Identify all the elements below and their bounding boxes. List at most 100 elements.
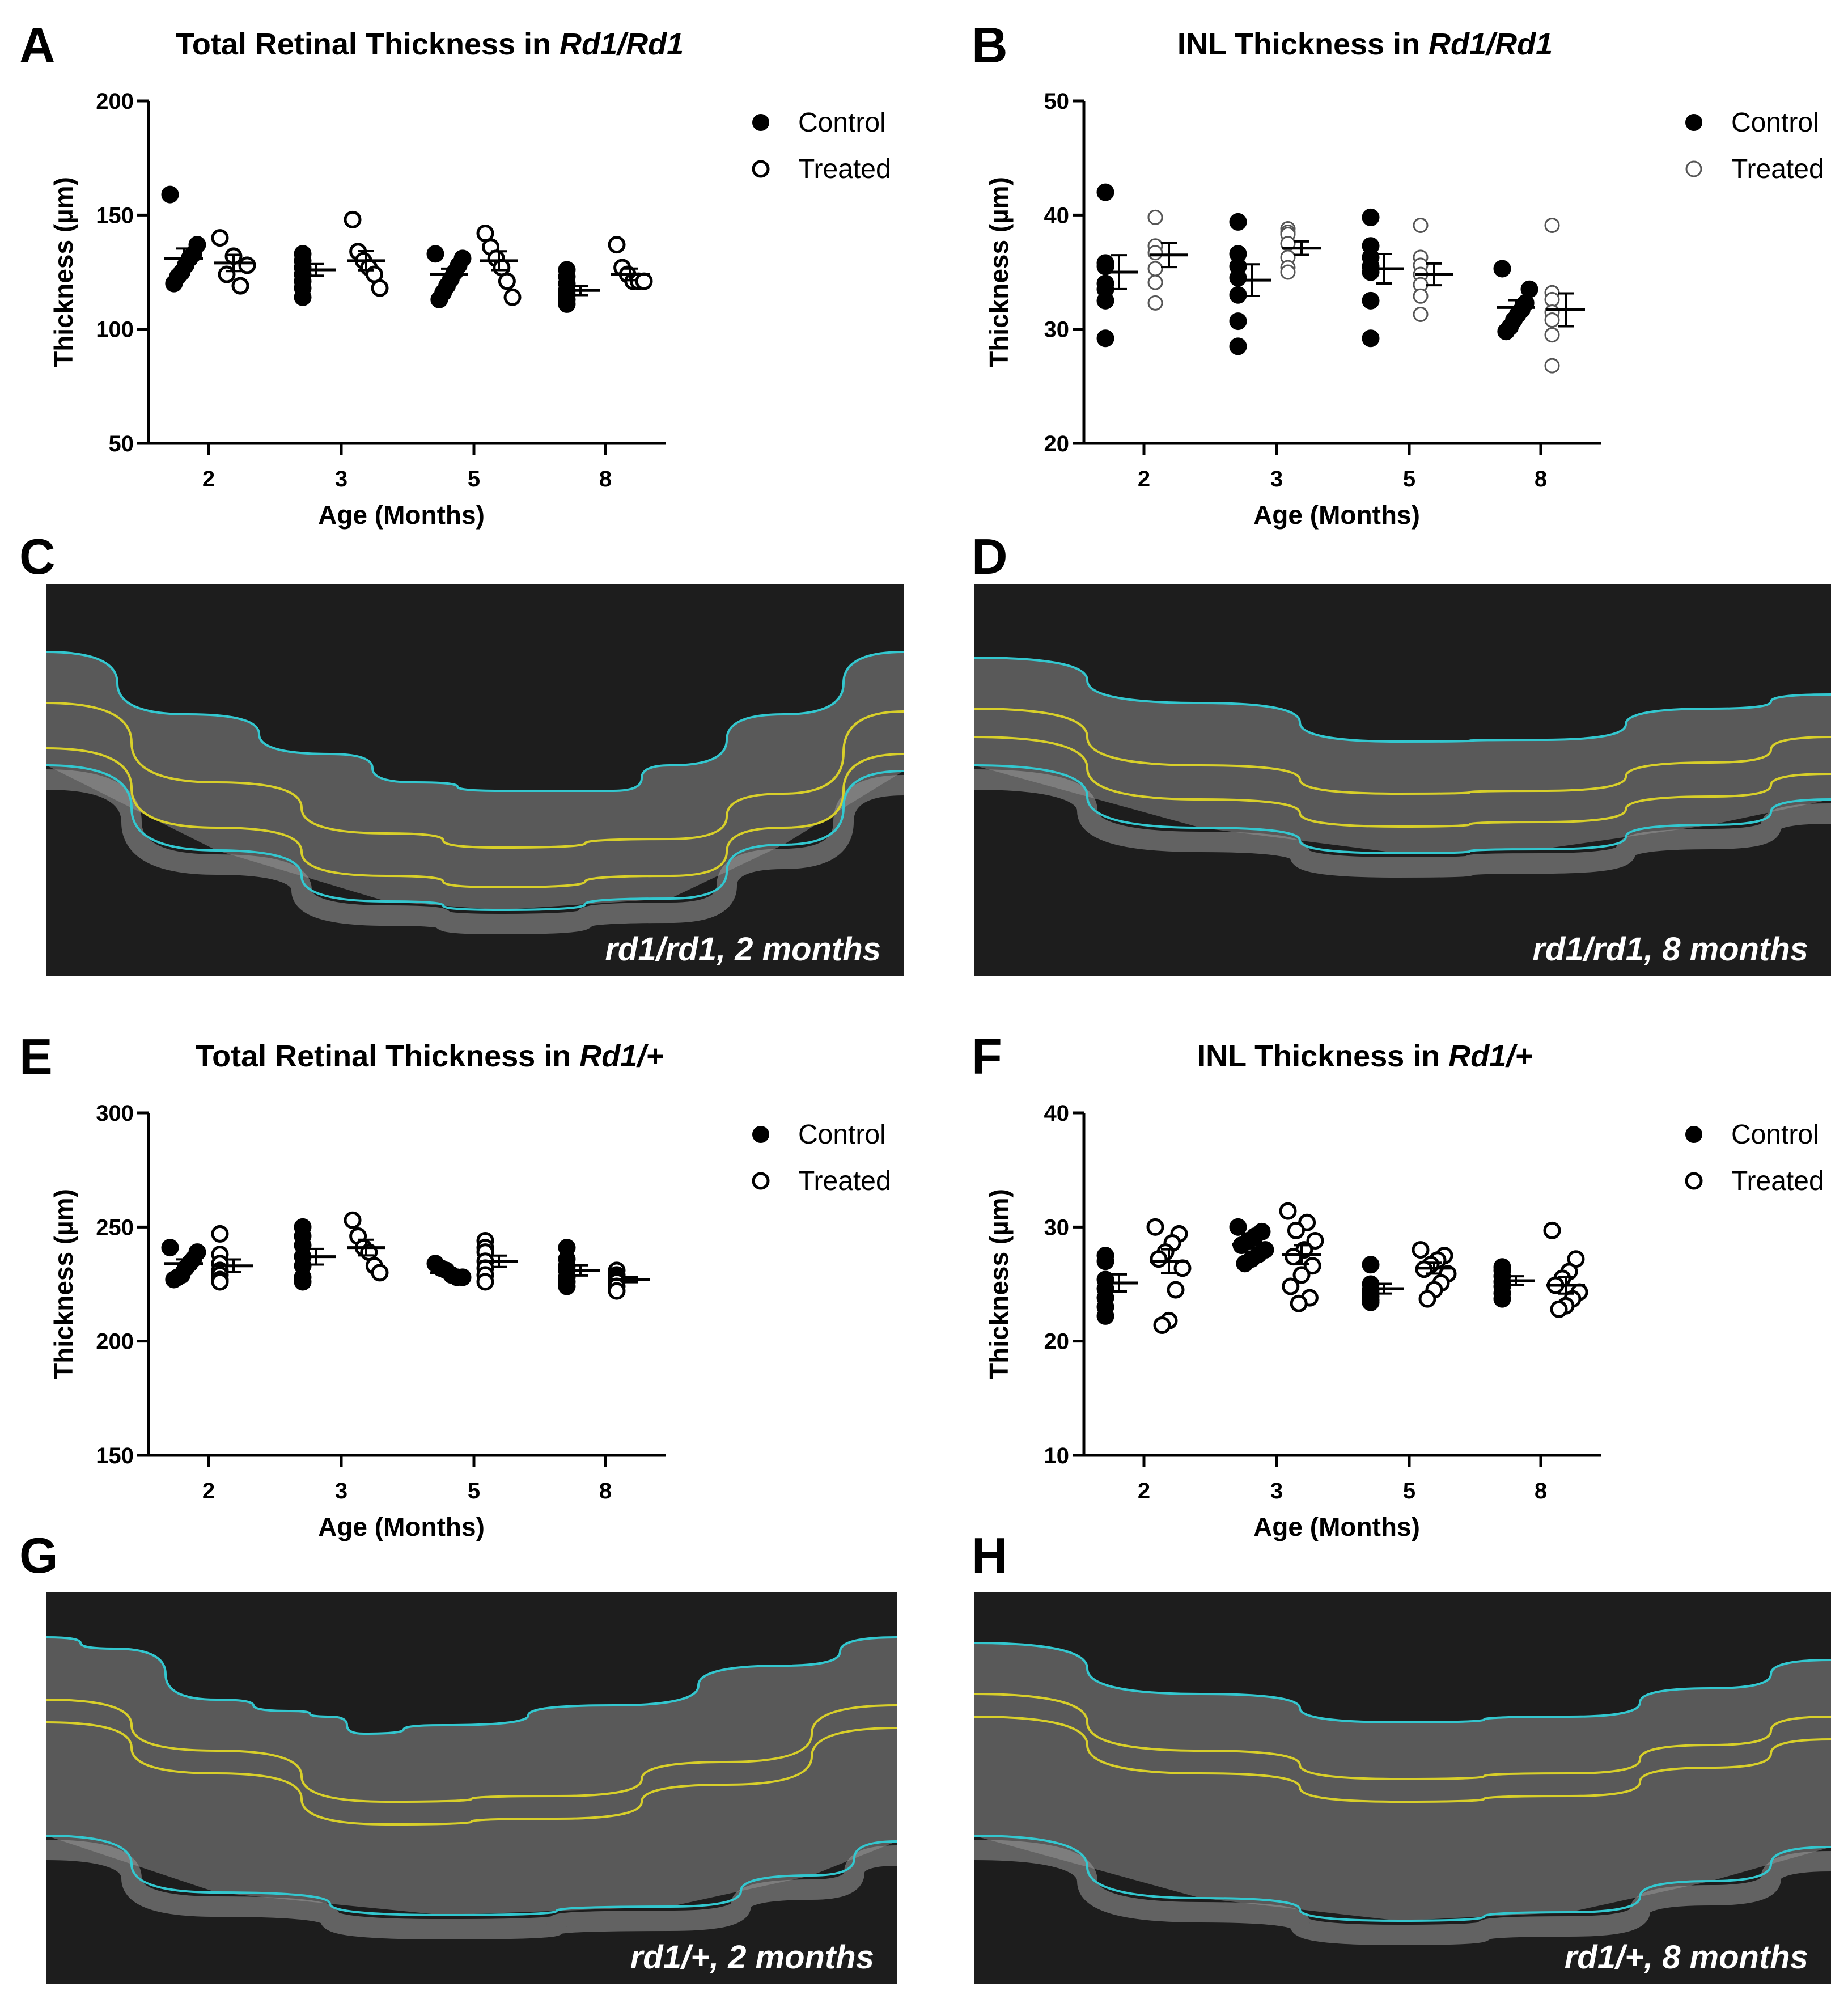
treated-point bbox=[1292, 1266, 1311, 1284]
control-point bbox=[1229, 337, 1247, 355]
chart-svg: INL Thickness in Rd1/Rd1 20 30 40 50 2 3 5 8 Age … bbox=[984, 27, 1824, 530]
retina-tissue-band bbox=[46, 1637, 897, 1915]
chart-svg: INL Thickness in Rd1/+ 10 20 30 40 2 3 5 8 Age (M… bbox=[984, 1039, 1824, 1541]
oct-caption-c: rd1/rd1, 2 months bbox=[605, 931, 881, 968]
treated-point bbox=[1167, 1281, 1185, 1299]
legend-control-marker bbox=[1685, 1126, 1702, 1143]
treated-point bbox=[1544, 327, 1560, 343]
treated-point bbox=[1147, 274, 1163, 290]
panel-letter-c: C bbox=[19, 528, 56, 585]
treated-point bbox=[1418, 1290, 1436, 1308]
chart-title-text: Total Retinal Thickness in bbox=[196, 1039, 579, 1073]
control-point bbox=[1096, 1307, 1114, 1325]
ilm-boundary-line bbox=[974, 1642, 1831, 1724]
treated-point bbox=[1544, 312, 1560, 328]
oct-image-h: rd1/+, 8 months bbox=[974, 1592, 1831, 1984]
legend-treated-label: Treated bbox=[1731, 1166, 1824, 1196]
ilm-boundary-line bbox=[974, 657, 1831, 743]
y-tick-label: 50 bbox=[1044, 89, 1070, 114]
oct-svg bbox=[974, 1642, 1831, 1946]
treated-point bbox=[211, 1273, 229, 1291]
y-tick-label: 100 bbox=[96, 317, 134, 342]
treated-point bbox=[1544, 358, 1560, 374]
inl-upper-boundary-line bbox=[46, 702, 904, 849]
treated-point bbox=[1153, 1316, 1171, 1334]
control-point bbox=[1362, 329, 1380, 348]
oct-image-g: rd1/+, 2 months bbox=[46, 1592, 897, 1984]
rpe-band bbox=[974, 769, 1831, 878]
legend-control-label: Control bbox=[1731, 1120, 1819, 1150]
rpe-band bbox=[974, 1840, 1831, 1946]
oct-svg bbox=[46, 651, 904, 935]
y-tick-label: 50 bbox=[109, 431, 134, 456]
x-tick-label: 2 bbox=[1138, 467, 1150, 492]
control-point bbox=[1229, 286, 1247, 304]
chart-title-italic: Rd1/Rd1 bbox=[1429, 27, 1553, 61]
legend-treated-label: Treated bbox=[1731, 154, 1824, 184]
x-tick-label: 2 bbox=[1138, 1479, 1150, 1504]
control-point bbox=[426, 245, 444, 263]
y-axis-label: Thickness (µm) bbox=[49, 1189, 78, 1379]
legend-control-marker bbox=[752, 114, 769, 131]
control-point bbox=[294, 1273, 312, 1291]
control-point bbox=[161, 1239, 179, 1257]
rpe-band bbox=[46, 769, 904, 935]
treated-point bbox=[238, 256, 256, 274]
treated-point bbox=[1413, 217, 1429, 233]
x-tick-label: 5 bbox=[1403, 1479, 1415, 1504]
y-tick-label: 150 bbox=[96, 203, 134, 228]
legend-control-marker bbox=[1685, 114, 1702, 131]
treated-point bbox=[211, 229, 229, 247]
y-tick-label: 200 bbox=[96, 1329, 134, 1354]
panel-letter-g: G bbox=[19, 1527, 58, 1583]
treated-point bbox=[1303, 1257, 1321, 1275]
control-point bbox=[1096, 329, 1114, 348]
panel-letter-e: E bbox=[19, 1028, 53, 1085]
panel-letter-d: D bbox=[972, 528, 1008, 585]
panel-letter-a: A bbox=[19, 17, 56, 73]
oct-image-d: rd1/rd1, 8 months bbox=[974, 584, 1831, 976]
rpe-band bbox=[46, 1840, 897, 1940]
treated-point bbox=[371, 279, 389, 297]
y-tick-label: 30 bbox=[1044, 1215, 1070, 1240]
treated-point bbox=[1147, 209, 1163, 225]
chart-f-inl-thickness-rd1-plus: INL Thickness in Rd1/+ 10 20 30 40 2 3 5 8 Age (M… bbox=[935, 1012, 1848, 1545]
x-tick-label: 8 bbox=[1535, 467, 1547, 492]
y-tick-label: 250 bbox=[96, 1215, 134, 1240]
ilm-boundary-line bbox=[46, 1636, 897, 1735]
control-point bbox=[558, 1277, 576, 1295]
x-tick-label: 8 bbox=[1535, 1479, 1547, 1504]
inl-upper-boundary-line bbox=[974, 708, 1831, 795]
chart-title-italic: Rd1/+ bbox=[579, 1039, 664, 1073]
x-tick-label: 3 bbox=[335, 467, 347, 492]
control-point bbox=[1229, 1218, 1247, 1236]
control-point bbox=[1096, 257, 1114, 276]
chart-title: INL Thickness in Rd1/+ bbox=[1197, 1039, 1533, 1073]
y-tick-label: 20 bbox=[1044, 1329, 1070, 1354]
treated-point bbox=[1147, 245, 1163, 261]
control-point bbox=[1362, 208, 1380, 226]
chart-title: INL Thickness in Rd1/Rd1 bbox=[1177, 27, 1553, 61]
x-tick-label: 8 bbox=[599, 1479, 612, 1504]
treated-point bbox=[1290, 1294, 1308, 1312]
inl-upper-boundary-line bbox=[46, 1699, 897, 1803]
treated-point bbox=[476, 1273, 494, 1291]
chart-title-italic: Rd1/Rd1 bbox=[560, 27, 684, 61]
y-tick-label: 40 bbox=[1044, 1101, 1070, 1126]
control-point bbox=[430, 290, 448, 308]
treated-point bbox=[1413, 288, 1429, 304]
chart-title-text: Total Retinal Thickness in bbox=[176, 27, 560, 61]
x-axis-label: Age (Months) bbox=[1253, 1512, 1420, 1541]
inl-upper-boundary-line bbox=[974, 1693, 1831, 1781]
chart-title: Total Retinal Thickness in Rd1/Rd1 bbox=[176, 27, 684, 61]
y-axis-label: Thickness (µm) bbox=[49, 177, 78, 367]
control-point bbox=[1497, 323, 1515, 341]
oct-caption-g: rd1/+, 2 months bbox=[630, 1939, 874, 1976]
control-point bbox=[1362, 1293, 1380, 1311]
treated-point bbox=[608, 1282, 626, 1300]
treated-point bbox=[1147, 295, 1163, 311]
control-point bbox=[165, 1270, 183, 1289]
control-point bbox=[1362, 1256, 1380, 1274]
chart-title: Total Retinal Thickness in Rd1/+ bbox=[196, 1039, 664, 1073]
inl-lower-boundary-line bbox=[974, 736, 1831, 828]
